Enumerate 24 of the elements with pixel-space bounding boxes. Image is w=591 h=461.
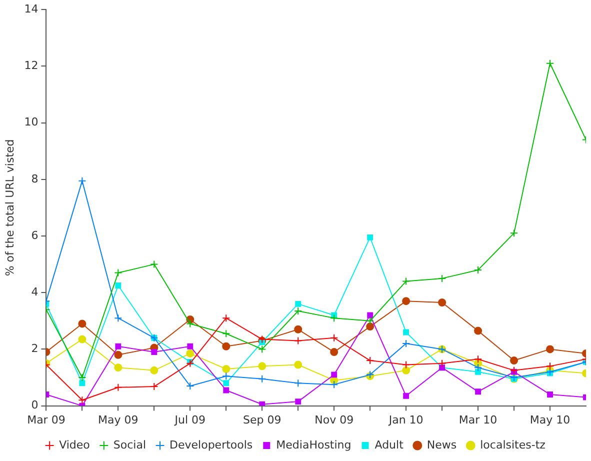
- x-tick-label: Sep 09: [243, 413, 282, 426]
- x-tick-label: Mar 10: [458, 413, 498, 426]
- y-tick-label: 10: [24, 116, 38, 129]
- legend-label: Adult: [374, 438, 404, 452]
- legend-label: News: [426, 438, 457, 452]
- y-tick-label: 14: [24, 2, 38, 16]
- x-tick-label: Nov 09: [314, 413, 354, 426]
- y-tick-label: 6: [31, 228, 38, 242]
- x-tick-label: Mar 09: [27, 413, 66, 426]
- legend-label: Video: [59, 438, 90, 452]
- legend-label: localsites-tz: [480, 438, 546, 452]
- x-tick-label: Jan 10: [388, 413, 424, 426]
- legend-label: MediaHosting: [276, 438, 352, 452]
- y-axis-title: % of the total URL visted: [3, 139, 16, 276]
- y-tick-label: 12: [24, 59, 38, 72]
- y-tick-label: 8: [31, 172, 38, 186]
- x-tick-label: May 09: [98, 413, 138, 426]
- y-tick-label: 0: [31, 398, 38, 412]
- y-tick-label: 4: [31, 285, 38, 298]
- x-tick-label: May 10: [530, 413, 570, 426]
- x-tick-label: Jul 09: [174, 413, 206, 426]
- legend-label: Social: [113, 438, 146, 452]
- legend-label: Developertools: [170, 438, 253, 452]
- y-tick-label: 2: [31, 342, 38, 356]
